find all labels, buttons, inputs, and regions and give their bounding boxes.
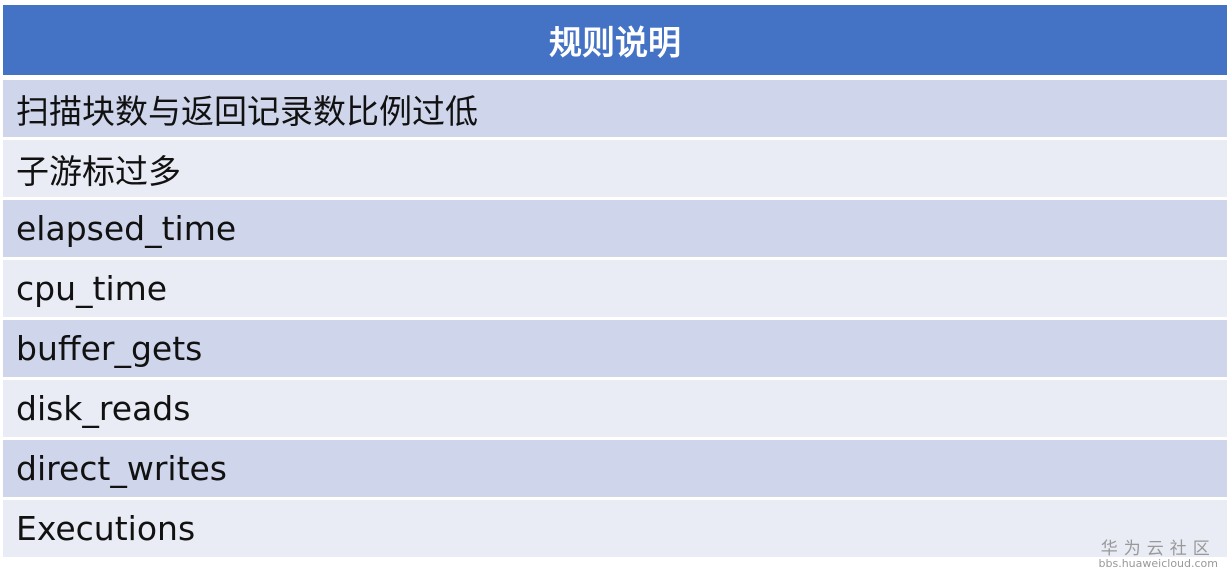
watermark: 华为云社区 bbs.huaweicloud.com xyxy=(1099,534,1218,570)
table-header: 规则说明 xyxy=(3,5,1227,75)
table-row: buffer_gets xyxy=(3,320,1227,377)
table-row: direct_writes xyxy=(3,440,1227,497)
watermark-title: 华为云社区 xyxy=(1100,539,1216,559)
table-row: 子游标过多 xyxy=(3,140,1227,197)
table-row: disk_reads xyxy=(3,380,1227,437)
table-row: 扫描块数与返回记录数比例过低 xyxy=(3,80,1227,137)
table-row: cpu_time xyxy=(3,260,1227,317)
rules-table: 规则说明 扫描块数与返回记录数比例过低 子游标过多 elapsed_time c… xyxy=(3,5,1227,560)
watermark-url: bbs.huaweicloud.com xyxy=(1098,557,1218,570)
table-row: elapsed_time xyxy=(3,200,1227,257)
table-row: Executions xyxy=(3,500,1227,557)
